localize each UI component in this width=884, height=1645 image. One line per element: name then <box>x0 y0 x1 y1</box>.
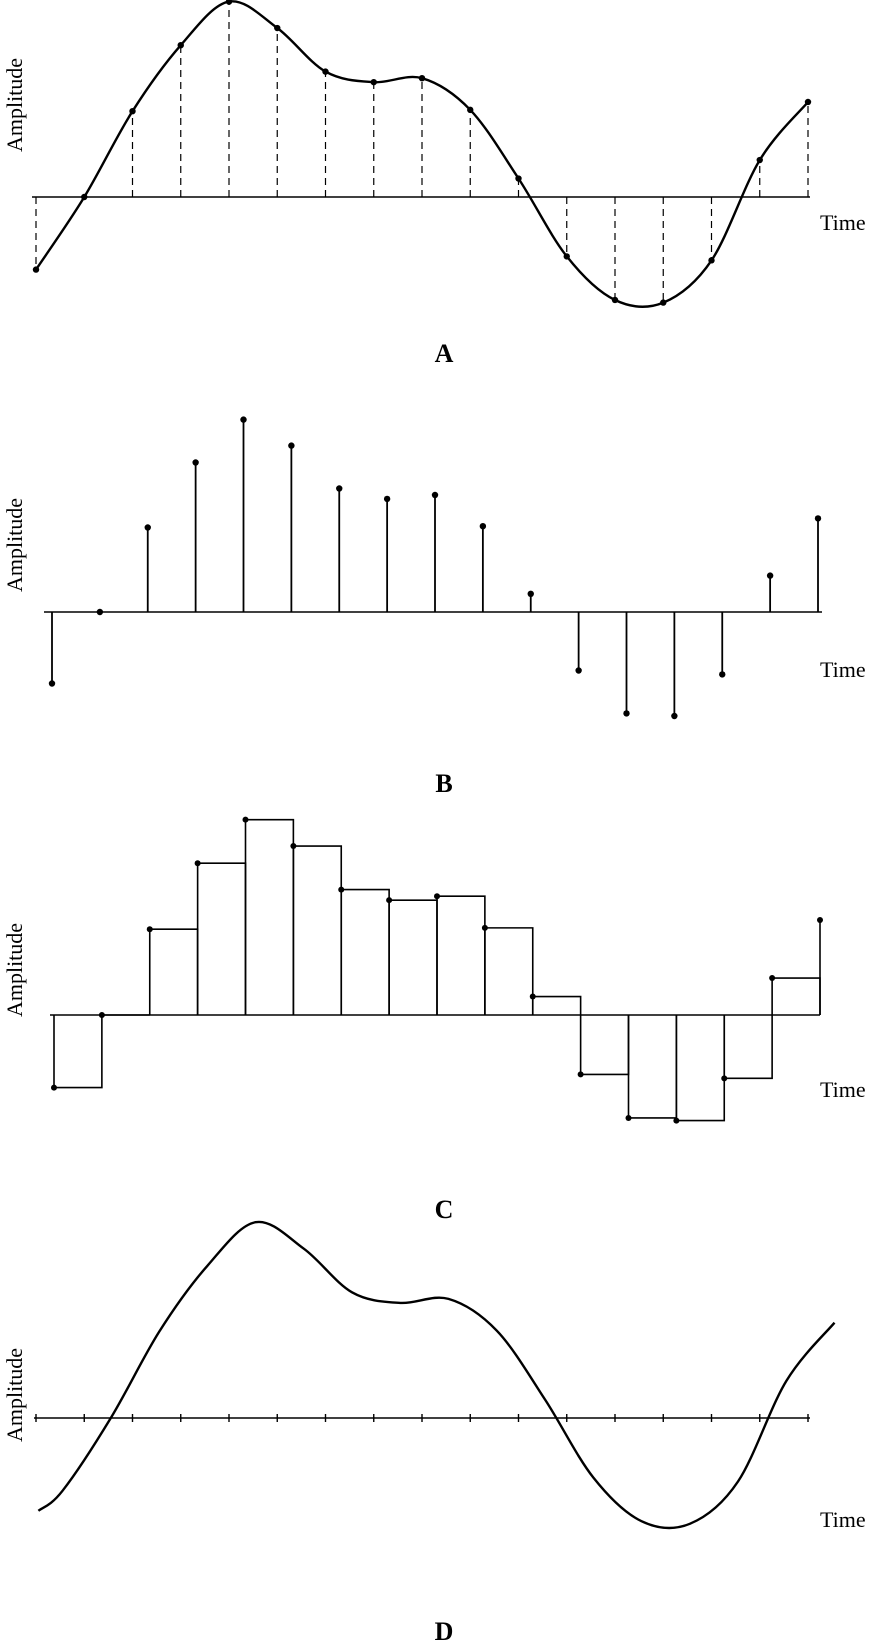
panel-c-hold-dot <box>625 1114 632 1121</box>
panel-c-hold-step <box>388 899 438 1015</box>
panel-a-sample-dot <box>515 175 522 182</box>
panel-a-sample-dot <box>467 106 474 114</box>
panel-c-hold-dot <box>481 924 488 931</box>
panel-c-hold-step <box>579 1015 630 1076</box>
panel-c-letter: C <box>435 1195 454 1224</box>
panel-c-hold-step <box>531 995 582 1015</box>
panel-a-sample-dot <box>563 253 570 260</box>
panel-a-xlabel: Time <box>820 210 866 235</box>
panel-a-sample-dot <box>708 257 715 264</box>
panel-a: Amplitude Time A <box>2 0 866 368</box>
panel-a-sample-dot <box>225 0 233 5</box>
panel-c-hold-step <box>292 845 343 1015</box>
panel-a-sample-dot <box>611 296 619 304</box>
panel-c-hold-dot <box>146 926 153 933</box>
panel-b-stem-dot <box>144 524 151 531</box>
panel-c-hold-dot <box>338 886 345 893</box>
panel-c-hold-dot <box>51 1084 57 1091</box>
panel-a-sample-dot <box>370 78 377 86</box>
panel-a-sample-dot <box>660 299 667 306</box>
panel-c-hold-dot <box>529 993 536 1000</box>
panel-a-sample-dot <box>322 68 329 75</box>
panel-c-hold-dot <box>817 916 823 923</box>
panel-c-hold-step <box>53 1015 103 1089</box>
panel-b-stem-dot <box>336 485 343 492</box>
panel-b-stem-dot <box>719 671 726 678</box>
panel-d-letter: D <box>435 1617 454 1645</box>
panel-c-hold-dot <box>577 1071 584 1078</box>
panel-a-sample-dot <box>804 98 812 106</box>
panel-c-hold-step <box>723 1015 773 1080</box>
panel-d-ylabel: Amplitude <box>2 1348 27 1442</box>
panel-c-hold-dot <box>98 1012 105 1018</box>
panel-c-hold-step <box>627 1015 678 1119</box>
panel-c-hold-step <box>340 888 390 1015</box>
panel-b-stem-dot <box>479 523 487 530</box>
panel-c-hold-dot <box>721 1075 728 1082</box>
panel-b-stem-dot <box>671 712 678 720</box>
panel-c-hold-step <box>148 928 199 1015</box>
panel-d-reconstructed-waveform <box>37 1220 836 1530</box>
panel-b-stem-dot <box>240 416 247 423</box>
panel-a-sample-dot <box>32 266 40 273</box>
panel-a-sample-dot <box>418 75 426 82</box>
panel-c-hold-dot <box>434 893 440 900</box>
panel-a-sample-dot <box>177 42 184 49</box>
panel-b-stem-dot <box>288 442 295 449</box>
panel-b-stem-dot <box>527 590 534 597</box>
panel-b-stem-dot <box>192 459 199 466</box>
panel-b-ylabel: Amplitude <box>2 498 27 592</box>
panel-c-xlabel: Time <box>820 1077 866 1102</box>
panel-a-sample-dot <box>274 24 281 32</box>
panel-c: Amplitude Time C <box>2 816 866 1224</box>
panel-c-ylabel: Amplitude <box>2 923 27 1017</box>
panel-c-hold-dot <box>769 975 776 982</box>
panel-b-stem-dot <box>814 515 822 522</box>
panel-c-hold-dot <box>194 860 201 867</box>
panel-b: Amplitude Time B <box>2 416 866 798</box>
panel-c-hold-step <box>436 895 486 1015</box>
panel-b-stem-dot <box>48 680 56 687</box>
panel-a-letter: A <box>435 339 454 368</box>
panel-b-stem-dot <box>383 495 391 503</box>
panel-c-hold-dot <box>386 897 393 904</box>
panel-c-hold-step <box>484 927 534 1015</box>
panel-c-hold-step <box>244 818 295 1015</box>
panel-b-stem-dot <box>623 710 630 717</box>
panel-c-hold-dot <box>290 843 297 850</box>
panel-b-letter: B <box>435 769 452 798</box>
panel-b-stem-dot <box>575 667 582 674</box>
panel-c-hold-step <box>771 977 821 1015</box>
panel-c-hold-dot <box>242 816 249 823</box>
panel-c-hold-dot <box>673 1117 680 1124</box>
panel-a-sample-dot <box>129 108 136 115</box>
panel-b-xlabel: Time <box>820 657 866 682</box>
panel-c-hold-step <box>675 1015 726 1122</box>
panel-d-xlabel: Time <box>820 1507 866 1532</box>
panel-b-stem-dot <box>431 491 439 499</box>
panel-b-stem-dot <box>766 572 774 579</box>
panel-a-sample-dot <box>756 156 763 164</box>
panel-c-hold-step <box>196 862 247 1015</box>
panel-a-sample-dot <box>81 193 88 201</box>
panel-d: Amplitude Time D <box>2 1220 866 1645</box>
panel-b-stem-dot <box>96 608 104 616</box>
panel-a-ylabel: Amplitude <box>2 58 27 152</box>
